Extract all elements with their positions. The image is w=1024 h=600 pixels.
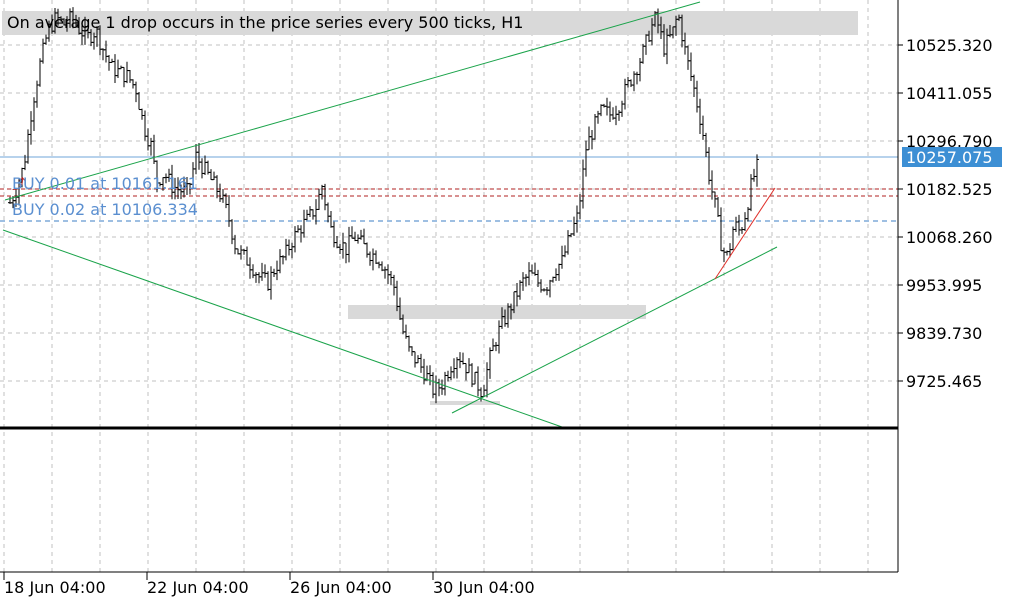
order-markers: ⤴ bbox=[12, 177, 26, 193]
chart-grid bbox=[0, 0, 898, 572]
price-tick-label: 10411.055 bbox=[906, 84, 993, 103]
candles bbox=[8, 7, 759, 404]
price-tick-label: 9839.730 bbox=[906, 324, 982, 343]
price-axis[interactable]: 10525.320 10411.055 10296.790 10182.525 1006… bbox=[898, 36, 993, 391]
price-tick-label: 9953.995 bbox=[906, 276, 982, 295]
banner-zone bbox=[2, 11, 858, 35]
bottom-zone bbox=[430, 401, 500, 405]
price-tick-label: 10182.525 bbox=[906, 180, 993, 199]
lower-trendline[interactable] bbox=[2, 229, 563, 428]
order-label-2[interactable]: BUY 0.02 at 10106.334 bbox=[12, 200, 198, 219]
upper-trendline[interactable] bbox=[4, 1, 701, 201]
time-axis[interactable]: 18 Jun 04:00 22 Jun 04:00 26 Jun 04:00 30 J… bbox=[3, 572, 535, 597]
current-price-label: 10257.075 bbox=[906, 148, 993, 167]
rising-support-trendline[interactable] bbox=[451, 246, 778, 414]
red-trendline[interactable] bbox=[714, 187, 776, 280]
banner-text: On average 1 drop occurs in the price se… bbox=[7, 13, 523, 32]
price-tick-label: 10068.260 bbox=[906, 228, 993, 247]
price-tick-label: 9725.465 bbox=[906, 372, 982, 391]
current-price-box bbox=[902, 147, 1002, 167]
price-tick-label: 10525.320 bbox=[906, 36, 993, 55]
time-tick-label: 18 Jun 04:00 bbox=[4, 578, 106, 597]
support-zone bbox=[348, 305, 646, 319]
order-label-1[interactable]: BUY 0.01 at 10161.161 bbox=[12, 174, 198, 193]
time-tick-label: 26 Jun 04:00 bbox=[290, 578, 392, 597]
time-tick-label: 22 Jun 04:00 bbox=[147, 578, 249, 597]
time-tick-label: 30 Jun 04:00 bbox=[433, 578, 535, 597]
price-tick-label: 10296.790 bbox=[906, 132, 993, 151]
order-arrow-icon: ⤴ bbox=[12, 177, 26, 193]
